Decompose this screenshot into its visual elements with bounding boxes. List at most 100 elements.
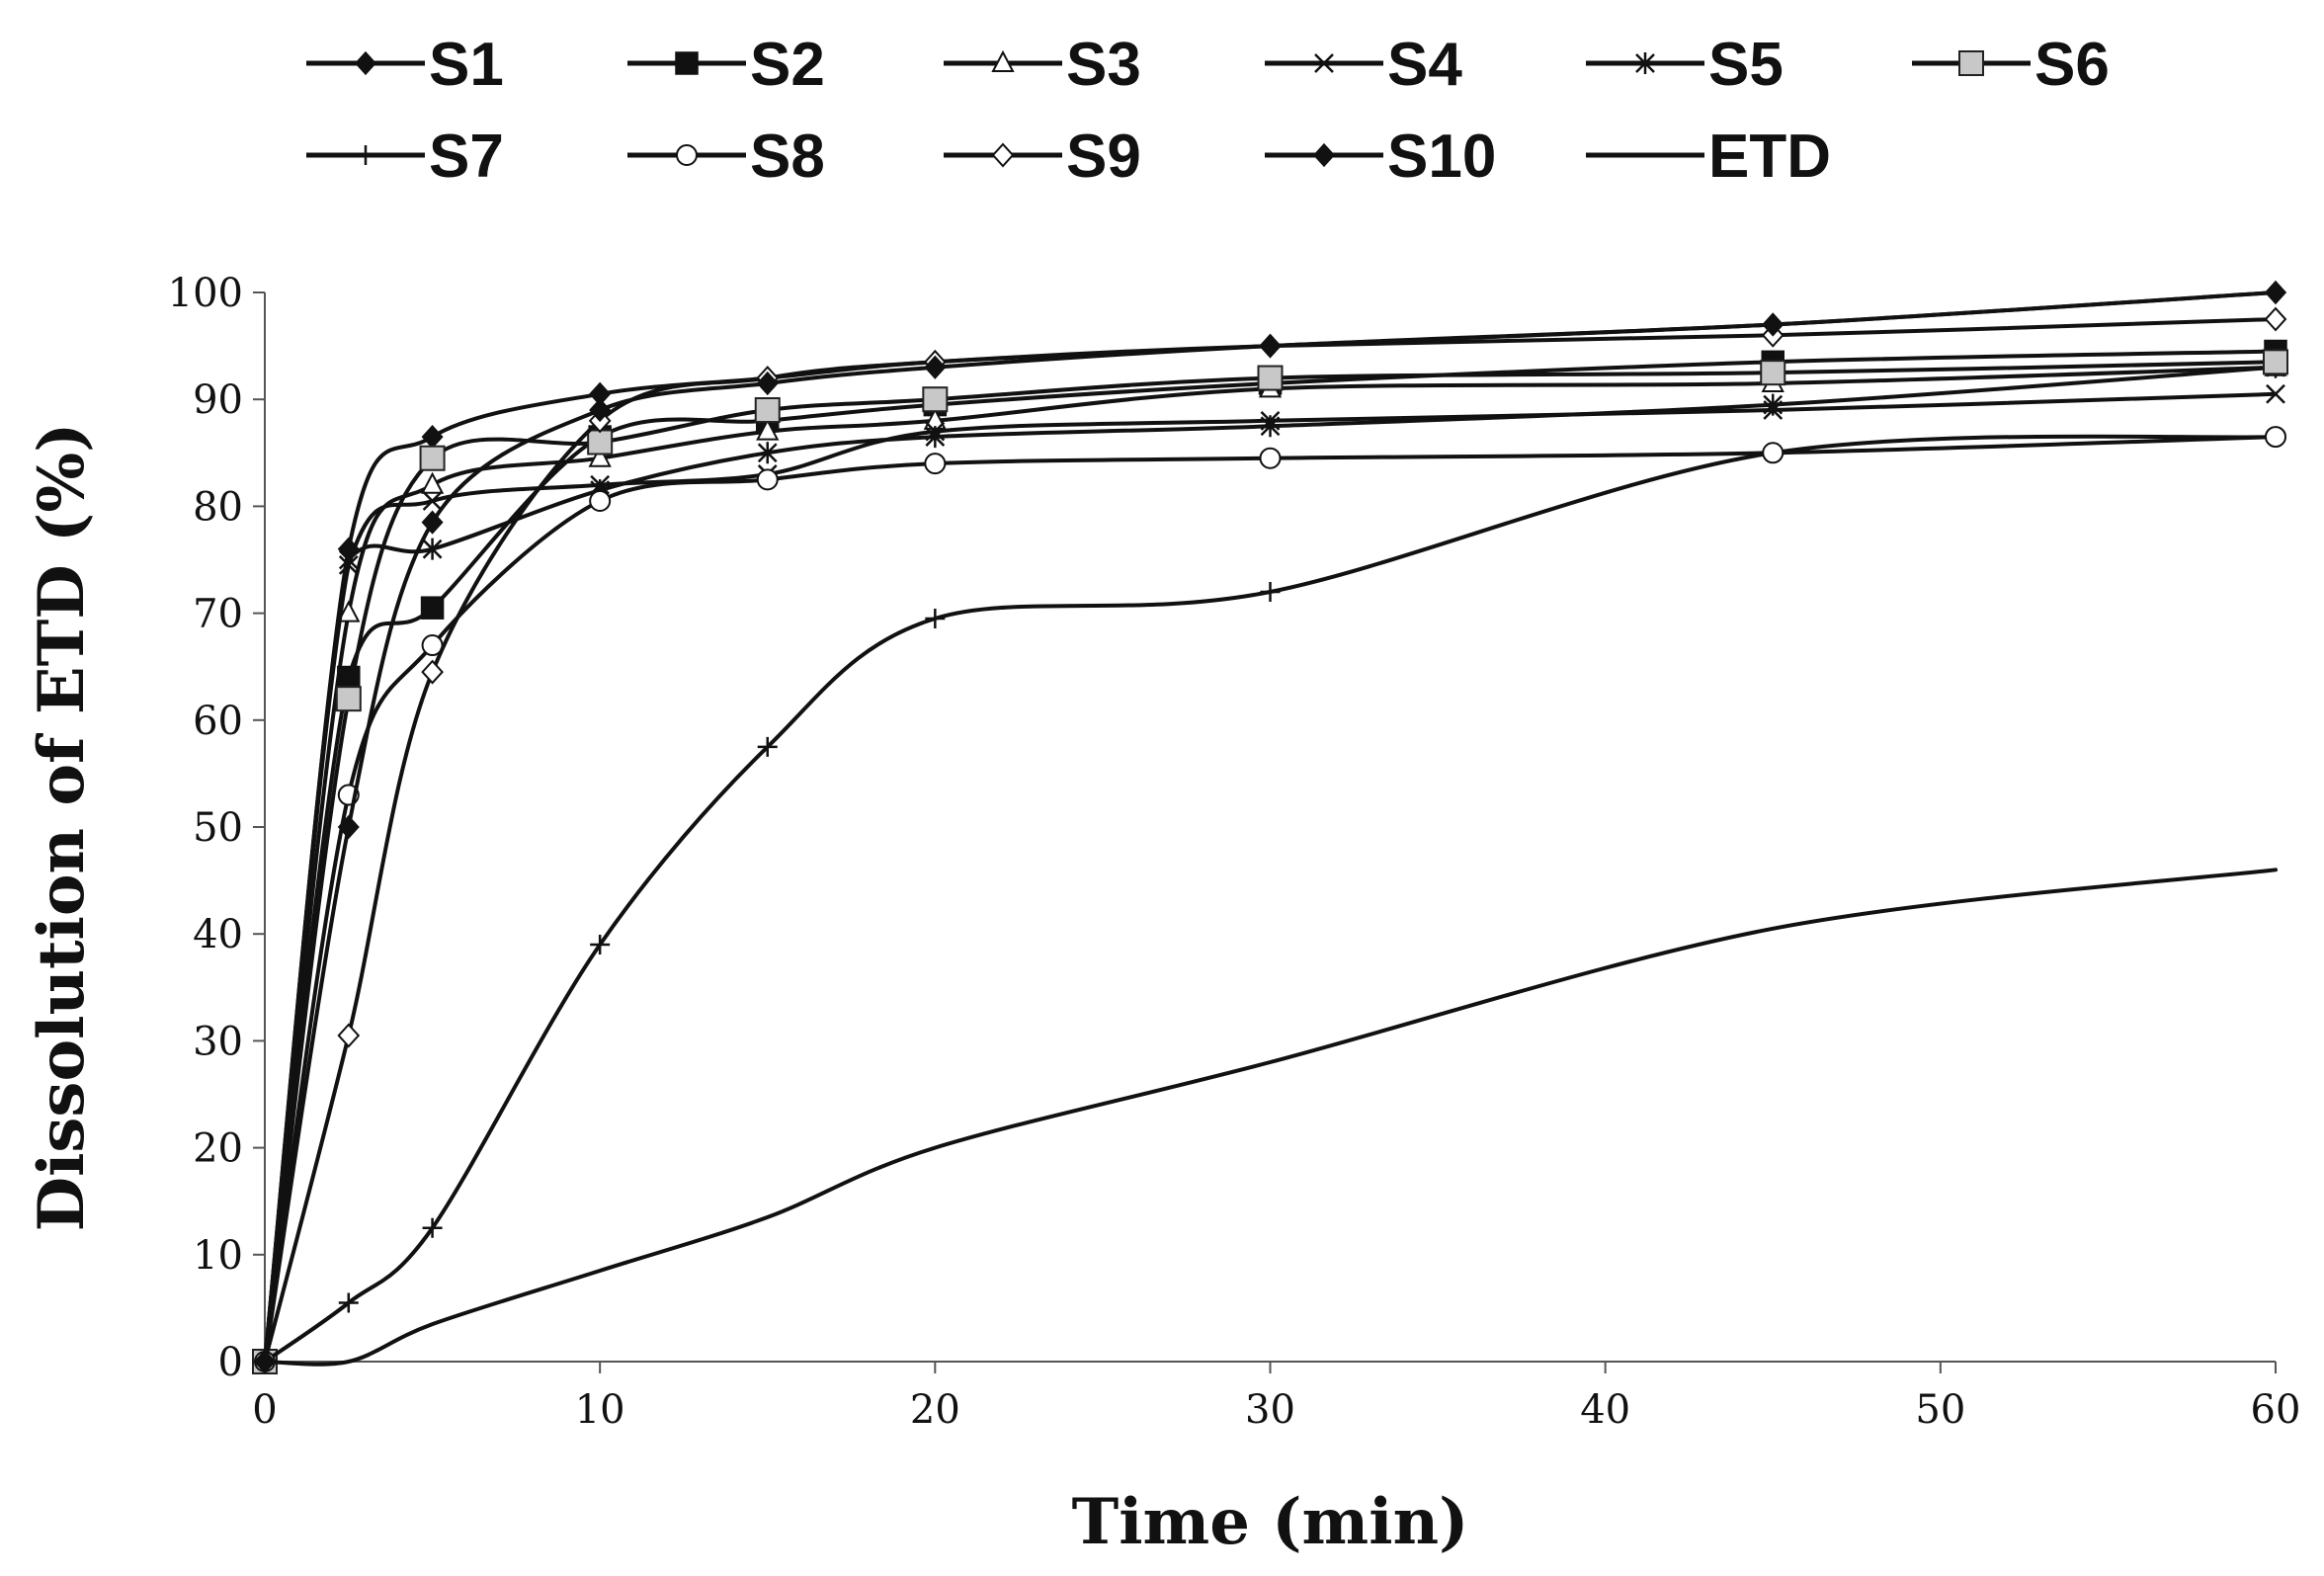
data-point-s8 xyxy=(1762,442,1784,464)
data-point-s7 xyxy=(338,1292,359,1313)
series-line-s9 xyxy=(263,317,2278,1364)
legend-swatch-marker xyxy=(1314,53,1334,73)
series-line-s3 xyxy=(263,365,2278,1364)
x-axis-title: Time (min) xyxy=(1072,1485,1469,1559)
series-s6 xyxy=(252,349,2288,1374)
series-etd xyxy=(263,868,2278,1367)
legend-swatch-marker xyxy=(675,51,699,75)
legend-label: S8 xyxy=(750,123,825,191)
data-point-s10 xyxy=(2264,280,2287,305)
data-point-s6 xyxy=(587,429,614,456)
series-s2 xyxy=(253,339,2287,1373)
series-line-s5 xyxy=(263,365,2278,1364)
data-point-s6 xyxy=(922,386,949,413)
data-point-s7 xyxy=(422,1217,443,1238)
legend-swatch-marker xyxy=(356,145,375,165)
series-line-s10 xyxy=(263,290,2278,1364)
legend-item-s8: S8 xyxy=(627,123,825,191)
legend-swatch-marker xyxy=(676,144,698,166)
legend-label: S4 xyxy=(1387,31,1462,99)
y-tick-label: 40 xyxy=(193,912,243,957)
series-s4 xyxy=(255,383,2285,1371)
legend-swatch-marker xyxy=(1635,52,1655,74)
series-s8 xyxy=(254,426,2286,1372)
data-point-s7 xyxy=(925,609,946,629)
legend-item-s3: S3 xyxy=(944,31,1141,99)
legend-label: ETD xyxy=(1708,123,1831,191)
data-point-s7 xyxy=(1260,581,1281,602)
data-point-s3 xyxy=(337,600,361,622)
data-point-s5 xyxy=(1260,415,1281,438)
data-point-s8 xyxy=(756,468,779,491)
legend-item-s4: S4 xyxy=(1265,31,1462,99)
data-point-s10 xyxy=(421,510,444,535)
data-point-s6 xyxy=(419,445,446,471)
y-tick-label: 80 xyxy=(193,484,243,530)
data-point-s6 xyxy=(1760,360,1786,386)
x-tick-label: 40 xyxy=(1580,1387,1630,1433)
legend-swatch-marker xyxy=(1312,142,1336,168)
x-tick-label: 30 xyxy=(1245,1387,1295,1433)
legend-swatch-marker xyxy=(991,49,1015,72)
data-point-s2 xyxy=(420,596,445,620)
legend-item-s2: S2 xyxy=(627,31,825,99)
series-s5 xyxy=(255,356,2285,1372)
y-tick-label: 100 xyxy=(168,271,243,316)
legend-label: S2 xyxy=(750,31,825,99)
data-point-s10 xyxy=(1762,312,1784,337)
data-point-s5 xyxy=(338,548,359,571)
y-tick-label: 30 xyxy=(193,1019,243,1064)
legend-label: S10 xyxy=(1387,123,1496,191)
data-point-s5 xyxy=(1763,393,1784,416)
legend-item-s1: S1 xyxy=(306,31,504,99)
data-point-s10 xyxy=(1259,333,1282,359)
y-tick-label: 0 xyxy=(218,1340,243,1385)
legend-label: S1 xyxy=(429,31,504,99)
legend-swatch-marker xyxy=(991,142,1015,168)
x-tick-label: 0 xyxy=(252,1387,277,1433)
legend-item-etd: ETD xyxy=(1586,123,1831,191)
data-point-s8 xyxy=(2265,426,2286,449)
series-s10 xyxy=(253,280,2287,1374)
y-tick-label: 10 xyxy=(193,1233,243,1279)
series-line-s6 xyxy=(263,360,2278,1364)
x-tick-label: 20 xyxy=(910,1387,960,1433)
y-tick-label: 20 xyxy=(193,1126,243,1172)
data-point-s6 xyxy=(1257,365,1284,391)
y-tick-label: 70 xyxy=(193,592,243,637)
series-line-etd xyxy=(263,868,2278,1367)
data-point-s7 xyxy=(590,935,611,955)
data-point-s5 xyxy=(422,538,443,560)
legend: S1 S2 S3 S4 S5 S6 S7 S8 S9 S10 ETD xyxy=(306,31,2110,191)
data-point-s5 xyxy=(757,442,778,464)
legend-item-s7: S7 xyxy=(306,123,504,191)
tick-labels: 0 10 20 30 40 50 60 0 10 20 30 40 50 60 70 80 90 100 xyxy=(168,271,2301,1433)
data-point-s10 xyxy=(589,397,612,423)
data-point-s3 xyxy=(420,471,445,494)
y-tick-label: 60 xyxy=(193,699,243,744)
data-point-s10 xyxy=(756,371,779,396)
data-point-s8 xyxy=(1259,447,1282,469)
data-point-s6 xyxy=(2263,349,2288,375)
x-tick-label: 50 xyxy=(1915,1387,1965,1433)
data-point-s6 xyxy=(754,397,781,424)
legend-swatch-marker xyxy=(1958,50,1984,76)
x-tick-label: 60 xyxy=(2251,1387,2301,1433)
y-axis-title: Dissolution of ETD (%) xyxy=(25,423,99,1232)
data-point-s4 xyxy=(422,491,443,511)
data-point-s9 xyxy=(421,659,444,685)
legend-label: S7 xyxy=(429,123,504,191)
data-point-s7 xyxy=(757,736,778,757)
data-point-s4 xyxy=(2266,383,2285,404)
data-point-s1 xyxy=(421,424,444,450)
data-point-s9 xyxy=(337,1023,361,1048)
y-tick-label: 90 xyxy=(193,377,243,423)
data-point-s5 xyxy=(925,426,946,449)
data-point-s10 xyxy=(337,814,360,840)
y-tick-label: 50 xyxy=(193,805,243,851)
data-point-s10 xyxy=(924,355,947,379)
data-series xyxy=(252,280,2288,1374)
legend-swatch-marker xyxy=(354,50,377,76)
